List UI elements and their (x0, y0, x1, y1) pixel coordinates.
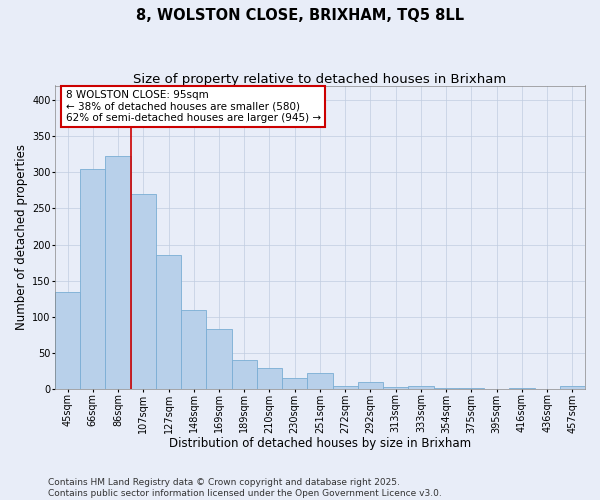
Bar (156, 256, 181, 389)
Bar (106, 156, 131, 389)
Bar (560, 386, 585, 389)
Bar (181, 310, 206, 389)
Bar (257, 368, 282, 389)
Bar (80, 168, 106, 389)
Bar (232, 360, 257, 389)
Text: 8 WOLSTON CLOSE: 95sqm
← 38% of detached houses are smaller (580)
62% of semi-de: 8 WOLSTON CLOSE: 95sqm ← 38% of detached… (65, 90, 320, 124)
Text: 8, WOLSTON CLOSE, BRIXHAM, TQ5 8LL: 8, WOLSTON CLOSE, BRIXHAM, TQ5 8LL (136, 8, 464, 22)
Bar (383, 387, 409, 389)
X-axis label: Distribution of detached houses by size in Brixham: Distribution of detached houses by size … (169, 437, 471, 450)
Bar (409, 386, 434, 389)
Bar (332, 386, 358, 389)
Bar (307, 374, 332, 389)
Bar (509, 388, 535, 389)
Bar (55, 292, 80, 389)
Title: Size of property relative to detached houses in Brixham: Size of property relative to detached ho… (133, 72, 506, 86)
Bar (434, 388, 459, 389)
Text: Contains HM Land Registry data © Crown copyright and database right 2025.
Contai: Contains HM Land Registry data © Crown c… (48, 478, 442, 498)
Bar (358, 382, 383, 389)
Bar (459, 388, 484, 389)
Y-axis label: Number of detached properties: Number of detached properties (15, 144, 28, 330)
Bar (282, 378, 307, 389)
Bar (131, 194, 156, 389)
Bar (206, 329, 232, 389)
